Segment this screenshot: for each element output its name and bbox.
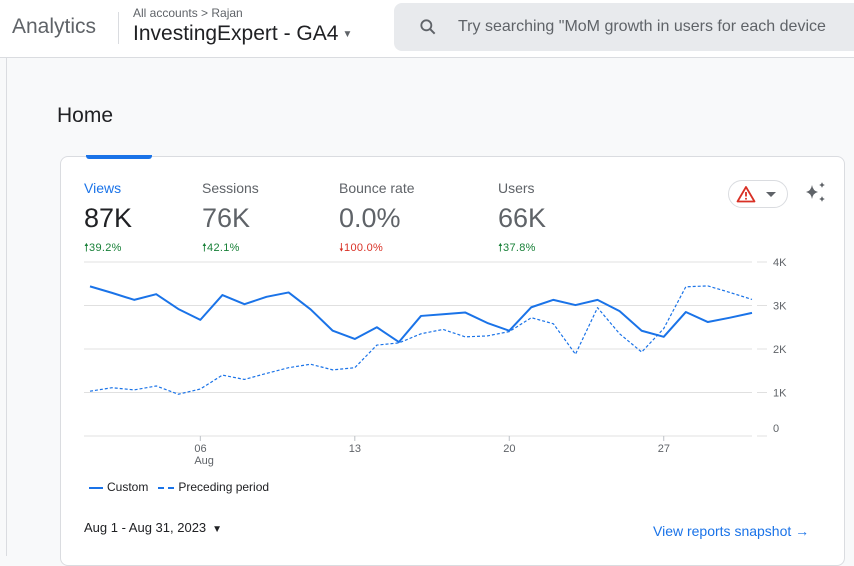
chevron-down-icon: [766, 192, 776, 197]
y-tick-label: 0: [773, 423, 779, 435]
metric-tab-sessions[interactable]: Sessions 76K 🠕42.1%: [202, 180, 259, 258]
metric-value: 87K: [84, 203, 133, 233]
metric-value: 0.0%: [339, 203, 401, 233]
legend-item-preceding-period: Preceding period: [158, 480, 269, 494]
alert-dropdown-button[interactable]: [728, 180, 788, 208]
metric-change: 🠕37.8%: [498, 242, 536, 254]
metric-label: Views: [84, 180, 122, 196]
y-tick-label: 3K: [773, 301, 787, 313]
y-tick-label: 1K: [773, 388, 787, 400]
metric-change: 🠕39.2%: [84, 242, 122, 254]
x-tick-label: 20: [503, 443, 515, 455]
top-bar: Analytics All accounts > Rajan Investing…: [0, 0, 854, 58]
sparkle-icon[interactable]: [804, 181, 828, 205]
chevron-down-icon: ▼: [212, 524, 223, 535]
y-tick-label: 4K: [773, 257, 787, 269]
metric-tab-users[interactable]: Users 66K 🠕37.8%: [498, 180, 546, 258]
warning-triangle-icon: [736, 186, 756, 203]
side-divider: [6, 58, 7, 556]
y-tick-label: 2K: [773, 344, 787, 356]
metric-value: 66K: [498, 203, 547, 233]
search-placeholder: Try searching "MoM growth in users for e…: [458, 18, 826, 35]
active-tab-indicator: [86, 155, 152, 159]
series-line-custom: [89, 285, 753, 344]
x-tick-label: 06: [194, 443, 206, 455]
metric-tab-views[interactable]: Views 87K 🠕39.2%: [84, 180, 132, 258]
property-name: InvestingExpert - GA4: [133, 22, 339, 45]
date-range-selector[interactable]: Aug 1 - Aug 31, 2023 ▼: [84, 520, 223, 535]
series-line-preceding-period: [89, 285, 753, 395]
divider: [118, 12, 119, 44]
property-selector[interactable]: InvestingExpert - GA4 ▼: [133, 22, 352, 46]
metric-change: 🠗100.0%: [339, 242, 384, 254]
page-title: Home: [57, 104, 114, 127]
x-tick-label: 13: [349, 443, 361, 455]
arrow-right-icon: →: [795, 523, 810, 539]
legend-item-custom: Custom: [89, 480, 148, 494]
metric-label: Sessions: [202, 180, 259, 196]
metric-change: 🠕42.1%: [202, 242, 240, 254]
search-icon: [420, 19, 436, 35]
metric-label: Bounce rate: [339, 180, 415, 196]
search-input[interactable]: Try searching "MoM growth in users for e…: [394, 3, 854, 51]
analytics-logo-text[interactable]: Analytics: [12, 15, 97, 38]
metric-tab-bounce-rate[interactable]: Bounce rate 0.0% 🠗100.0%: [339, 180, 415, 258]
metric-label: Users: [498, 180, 535, 196]
metric-value: 76K: [202, 203, 251, 233]
x-tick-sublabel: Aug: [194, 455, 214, 467]
x-tick-label: 27: [658, 443, 670, 455]
view-reports-snapshot-link[interactable]: View reports snapshot →: [653, 523, 810, 539]
breadcrumb[interactable]: All accounts > Rajan: [133, 6, 243, 20]
chevron-down-icon: ▼: [342, 28, 353, 40]
chart-legend: Custom Preceding period: [89, 480, 269, 494]
